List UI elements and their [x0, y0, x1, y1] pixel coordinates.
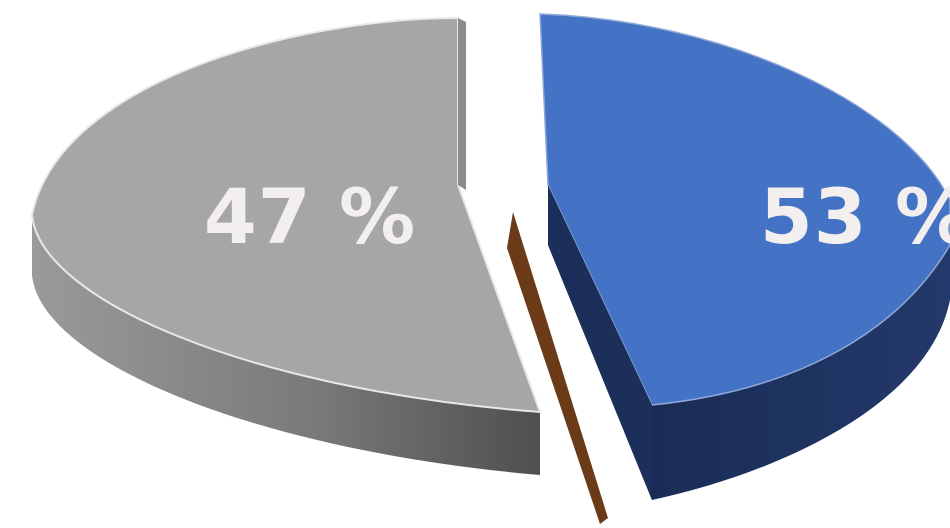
- slice-cut-face: [507, 212, 608, 524]
- slice-label-53: 53 %: [760, 172, 950, 261]
- slice-label-47: 47 %: [204, 172, 416, 261]
- pie-slice-47[interactable]: [30, 16, 542, 475]
- slice-top-blue: [539, 13, 950, 406]
- slice-side-gray: [32, 215, 540, 475]
- pie-slice-53[interactable]: [539, 13, 950, 500]
- slice-inner-edge-gray: [458, 18, 466, 190]
- slice-inner-side-blue: [548, 185, 652, 500]
- slice-top-gray: [30, 16, 542, 414]
